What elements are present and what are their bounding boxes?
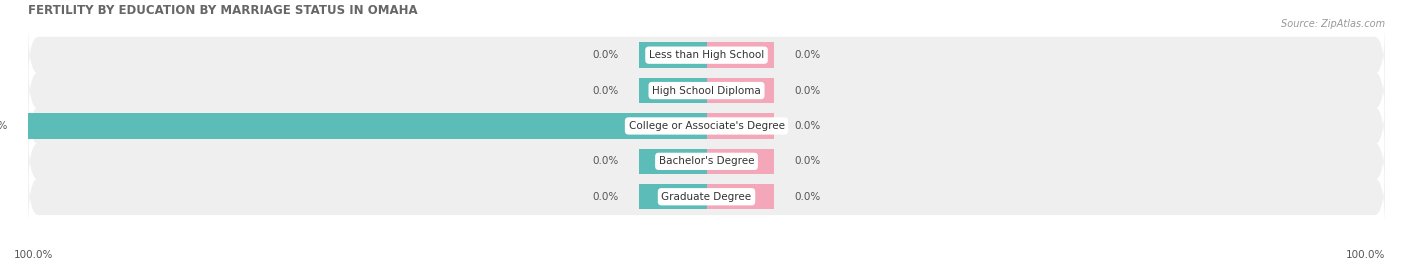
Text: Bachelor's Degree: Bachelor's Degree <box>659 156 754 166</box>
Text: 100.0%: 100.0% <box>1346 250 1385 260</box>
Bar <box>638 78 707 103</box>
Text: Less than High School: Less than High School <box>650 50 763 60</box>
Text: 0.0%: 0.0% <box>794 156 821 166</box>
Text: FERTILITY BY EDUCATION BY MARRIAGE STATUS IN OMAHA: FERTILITY BY EDUCATION BY MARRIAGE STATU… <box>28 4 418 17</box>
Text: Graduate Degree: Graduate Degree <box>661 192 752 202</box>
Text: 100.0%: 100.0% <box>14 250 53 260</box>
Bar <box>28 113 707 139</box>
FancyBboxPatch shape <box>28 20 1385 90</box>
Bar <box>707 184 775 210</box>
FancyBboxPatch shape <box>28 162 1385 232</box>
Text: 0.0%: 0.0% <box>794 192 821 202</box>
Text: 0.0%: 0.0% <box>592 192 619 202</box>
Text: 0.0%: 0.0% <box>794 121 821 131</box>
Text: High School Diploma: High School Diploma <box>652 85 761 96</box>
Bar <box>707 113 775 139</box>
Bar <box>638 184 707 210</box>
Bar <box>707 78 775 103</box>
FancyBboxPatch shape <box>28 91 1385 161</box>
Bar <box>638 149 707 174</box>
FancyBboxPatch shape <box>28 126 1385 196</box>
Text: Source: ZipAtlas.com: Source: ZipAtlas.com <box>1281 19 1385 29</box>
Text: 0.0%: 0.0% <box>592 50 619 60</box>
FancyBboxPatch shape <box>28 56 1385 125</box>
Bar <box>707 149 775 174</box>
Text: 100.0%: 100.0% <box>0 121 8 131</box>
Text: 0.0%: 0.0% <box>592 85 619 96</box>
Text: 0.0%: 0.0% <box>592 156 619 166</box>
Text: 0.0%: 0.0% <box>794 50 821 60</box>
Text: College or Associate's Degree: College or Associate's Degree <box>628 121 785 131</box>
Bar <box>707 42 775 68</box>
Bar <box>638 42 707 68</box>
Text: 0.0%: 0.0% <box>794 85 821 96</box>
